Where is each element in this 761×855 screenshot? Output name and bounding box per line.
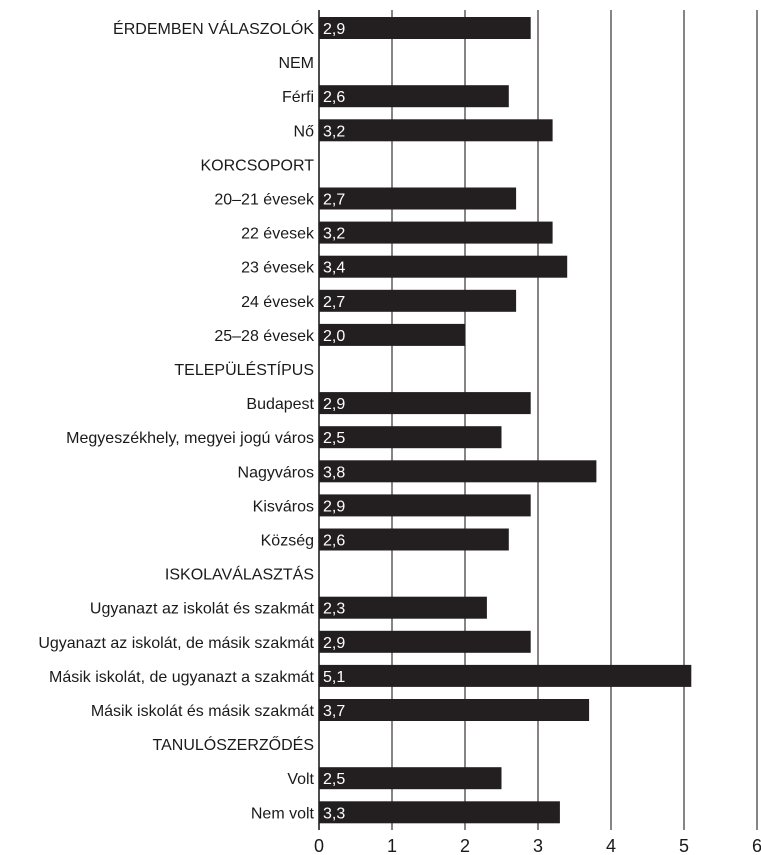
x-tick-label: 2: [460, 836, 470, 855]
bar: [319, 528, 509, 551]
bar: [319, 426, 502, 449]
category-labels: ÉRDEMBEN VÁLASZOLÓK NEM Férfi Nő KORCSOPORT 2…: [38, 19, 315, 822]
category-label: 20–21 évesek: [214, 192, 315, 209]
bar: [319, 392, 531, 415]
x-tick-label: 5: [679, 836, 689, 855]
bar: [319, 17, 531, 39]
value-label: 3,2: [323, 123, 345, 140]
value-label: 2,6: [323, 533, 345, 550]
category-label: Nem volt: [251, 805, 315, 822]
bar: [319, 767, 502, 790]
category-label: TELEPÜLÉSTÍPUS: [174, 360, 314, 379]
x-tick-label: 4: [606, 836, 616, 855]
category-label: 23 évesek: [241, 260, 315, 277]
bar: [319, 85, 509, 108]
value-label: 3,7: [323, 703, 345, 720]
value-label: 2,0: [323, 328, 345, 345]
grid-lines: [318, 10, 758, 830]
value-label: 5,1: [323, 669, 345, 686]
value-label: 2,5: [323, 430, 345, 447]
category-label: 25–28 évesek: [214, 328, 315, 345]
value-label: 2,9: [323, 21, 345, 38]
value-label: 3,2: [323, 226, 345, 243]
x-tick-label: 1: [387, 836, 397, 855]
bar: [319, 494, 531, 517]
value-label: 2,9: [323, 498, 345, 515]
category-label: Ugyanazt az iskolát és szakmát: [90, 601, 315, 618]
value-label: 2,3: [323, 601, 345, 618]
category-label: Ugyanazt az iskolát, de másik szakmát: [38, 635, 314, 652]
bar: [319, 187, 517, 210]
bars: [319, 17, 692, 824]
value-label: 2,9: [323, 396, 345, 413]
value-label: 3,3: [323, 805, 345, 822]
value-labels: 2,9 2,6 3,2 2,7 3,2 3,4 2,7 2,0 2,9 2,5 3,8 2,9 2,6 2…: [323, 21, 345, 822]
bar: [319, 699, 590, 721]
category-label: ISKOLAVÁLASZTÁS: [165, 565, 314, 584]
value-label: 2,6: [323, 89, 345, 106]
bar: [319, 289, 517, 312]
category-label: 24 évesek: [241, 294, 315, 311]
category-label: Község: [261, 533, 314, 550]
category-label: Volt: [287, 771, 314, 788]
category-label: ÉRDEMBEN VÁLASZOLÓK: [113, 19, 314, 38]
category-label: TANULÓSZERZŐDÉS: [153, 735, 315, 754]
value-label: 2,7: [323, 294, 345, 311]
bar: [319, 119, 553, 142]
bar: [319, 630, 531, 653]
bar: [319, 664, 692, 687]
x-tick-label: 6: [752, 836, 761, 855]
category-label: Másik iskolát és másik szakmát: [91, 703, 315, 720]
category-label: 22 évesek: [241, 226, 315, 243]
value-label: 2,7: [323, 192, 345, 209]
x-axis-ticks: 0 1 2 3 4 5 6: [314, 836, 761, 855]
category-label: NEM: [278, 55, 314, 72]
category-label: Férfi: [282, 89, 314, 106]
value-label: 3,4: [323, 260, 345, 277]
category-label: Kisváros: [253, 498, 314, 515]
bar: [319, 460, 597, 483]
bar: [319, 801, 560, 824]
value-label: 3,8: [323, 464, 345, 481]
bar: [319, 323, 465, 346]
category-label: Nő: [294, 123, 315, 140]
category-label: Megyeszékhely, megyei jogú város: [66, 430, 314, 447]
x-tick-label: 0: [314, 836, 324, 855]
bar: [319, 596, 487, 619]
category-label: Budapest: [246, 396, 314, 413]
category-label: KORCSOPORT: [201, 157, 315, 174]
value-label: 2,5: [323, 771, 345, 788]
x-tick-label: 3: [533, 836, 543, 855]
category-label: Nagyváros: [238, 464, 314, 481]
bar: [319, 255, 568, 278]
bar: [319, 221, 553, 244]
value-label: 2,9: [323, 635, 345, 652]
category-label: Másik iskolát, de ugyanazt a szakmát: [49, 669, 315, 686]
